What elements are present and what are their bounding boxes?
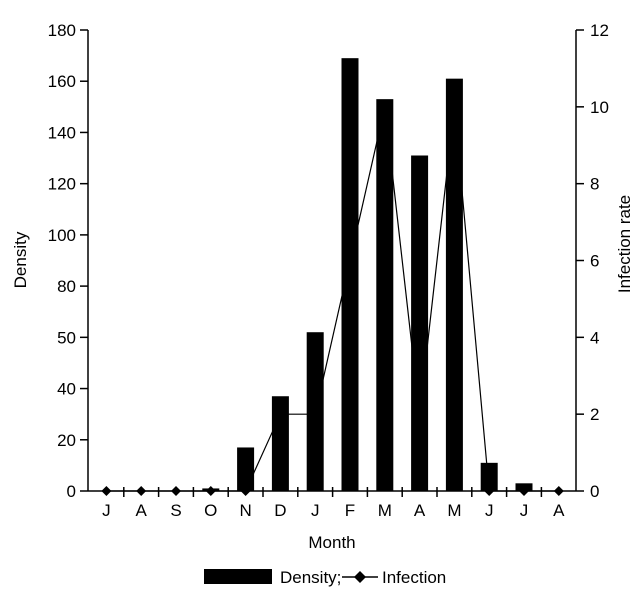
density-bar — [480, 462, 498, 491]
right-tick-label: 2 — [590, 405, 599, 424]
infection-marker — [345, 255, 355, 266]
infection-marker — [275, 409, 286, 420]
x-tick-label: S — [170, 501, 181, 520]
x-tick-label: A — [136, 501, 148, 520]
x-tick-label: J — [520, 501, 529, 520]
legend-bar-label: Density; — [280, 568, 341, 587]
density-bar — [411, 155, 429, 491]
infection-marker — [310, 409, 321, 420]
x-tick-label: F — [345, 501, 355, 520]
x-tick-label: D — [274, 501, 286, 520]
legend-line-label: Infection — [382, 568, 446, 587]
x-tick-label: N — [239, 501, 251, 520]
legend-diamond-icon — [354, 571, 366, 583]
legend-bar-swatch — [204, 569, 272, 584]
left-axis-ticks: 0 20 40 50 80 100 120 140 160 180 — [48, 21, 88, 501]
x-tick-label: J — [102, 501, 111, 520]
right-tick-label: 12 — [590, 21, 609, 40]
right-axis-title: Infection rate — [615, 195, 632, 293]
left-tick-label: 160 — [48, 72, 76, 91]
x-tick-label: J — [485, 501, 494, 520]
infection-markers — [101, 101, 564, 496]
right-tick-label: 4 — [590, 328, 599, 347]
infection-marker — [449, 101, 460, 112]
x-tick-label: M — [447, 501, 461, 520]
infection-marker — [379, 101, 390, 112]
left-tick-label: 50 — [57, 328, 76, 347]
density-bar — [271, 396, 289, 491]
plot-area: 0 20 40 50 80 100 120 140 160 180 0 2 4 6 8 10 12 J A S O N… — [48, 21, 609, 520]
left-tick-label: 100 — [48, 226, 76, 245]
x-tick-label: J — [311, 501, 320, 520]
right-tick-label: 8 — [590, 175, 599, 194]
x-tick-label: O — [204, 501, 217, 520]
infection-line — [106, 106, 559, 492]
x-axis-title: Month — [308, 533, 355, 552]
density-bar — [445, 78, 463, 492]
left-tick-label: 180 — [48, 21, 76, 40]
x-tick-label: A — [414, 501, 426, 520]
infection-marker — [414, 409, 425, 420]
left-tick-label: 80 — [57, 277, 76, 296]
right-tick-label: 10 — [590, 98, 609, 117]
right-tick-label: 0 — [590, 482, 599, 501]
left-tick-label: 140 — [48, 123, 76, 142]
density-bar — [341, 58, 359, 492]
legend: Density; Infection — [204, 568, 446, 587]
density-bar — [376, 99, 394, 492]
left-axis-title: Density — [11, 231, 30, 288]
left-tick-label: 120 — [48, 175, 76, 194]
left-tick-label: 0 — [67, 482, 76, 501]
left-tick-label: 20 — [57, 431, 76, 450]
x-tick-label: A — [553, 501, 565, 520]
density-bar — [237, 447, 255, 491]
right-axis-ticks: 0 2 4 6 8 10 12 — [576, 21, 609, 501]
x-tick-label: M — [378, 501, 392, 520]
right-tick-label: 6 — [590, 252, 599, 271]
left-tick-label: 40 — [57, 380, 76, 399]
